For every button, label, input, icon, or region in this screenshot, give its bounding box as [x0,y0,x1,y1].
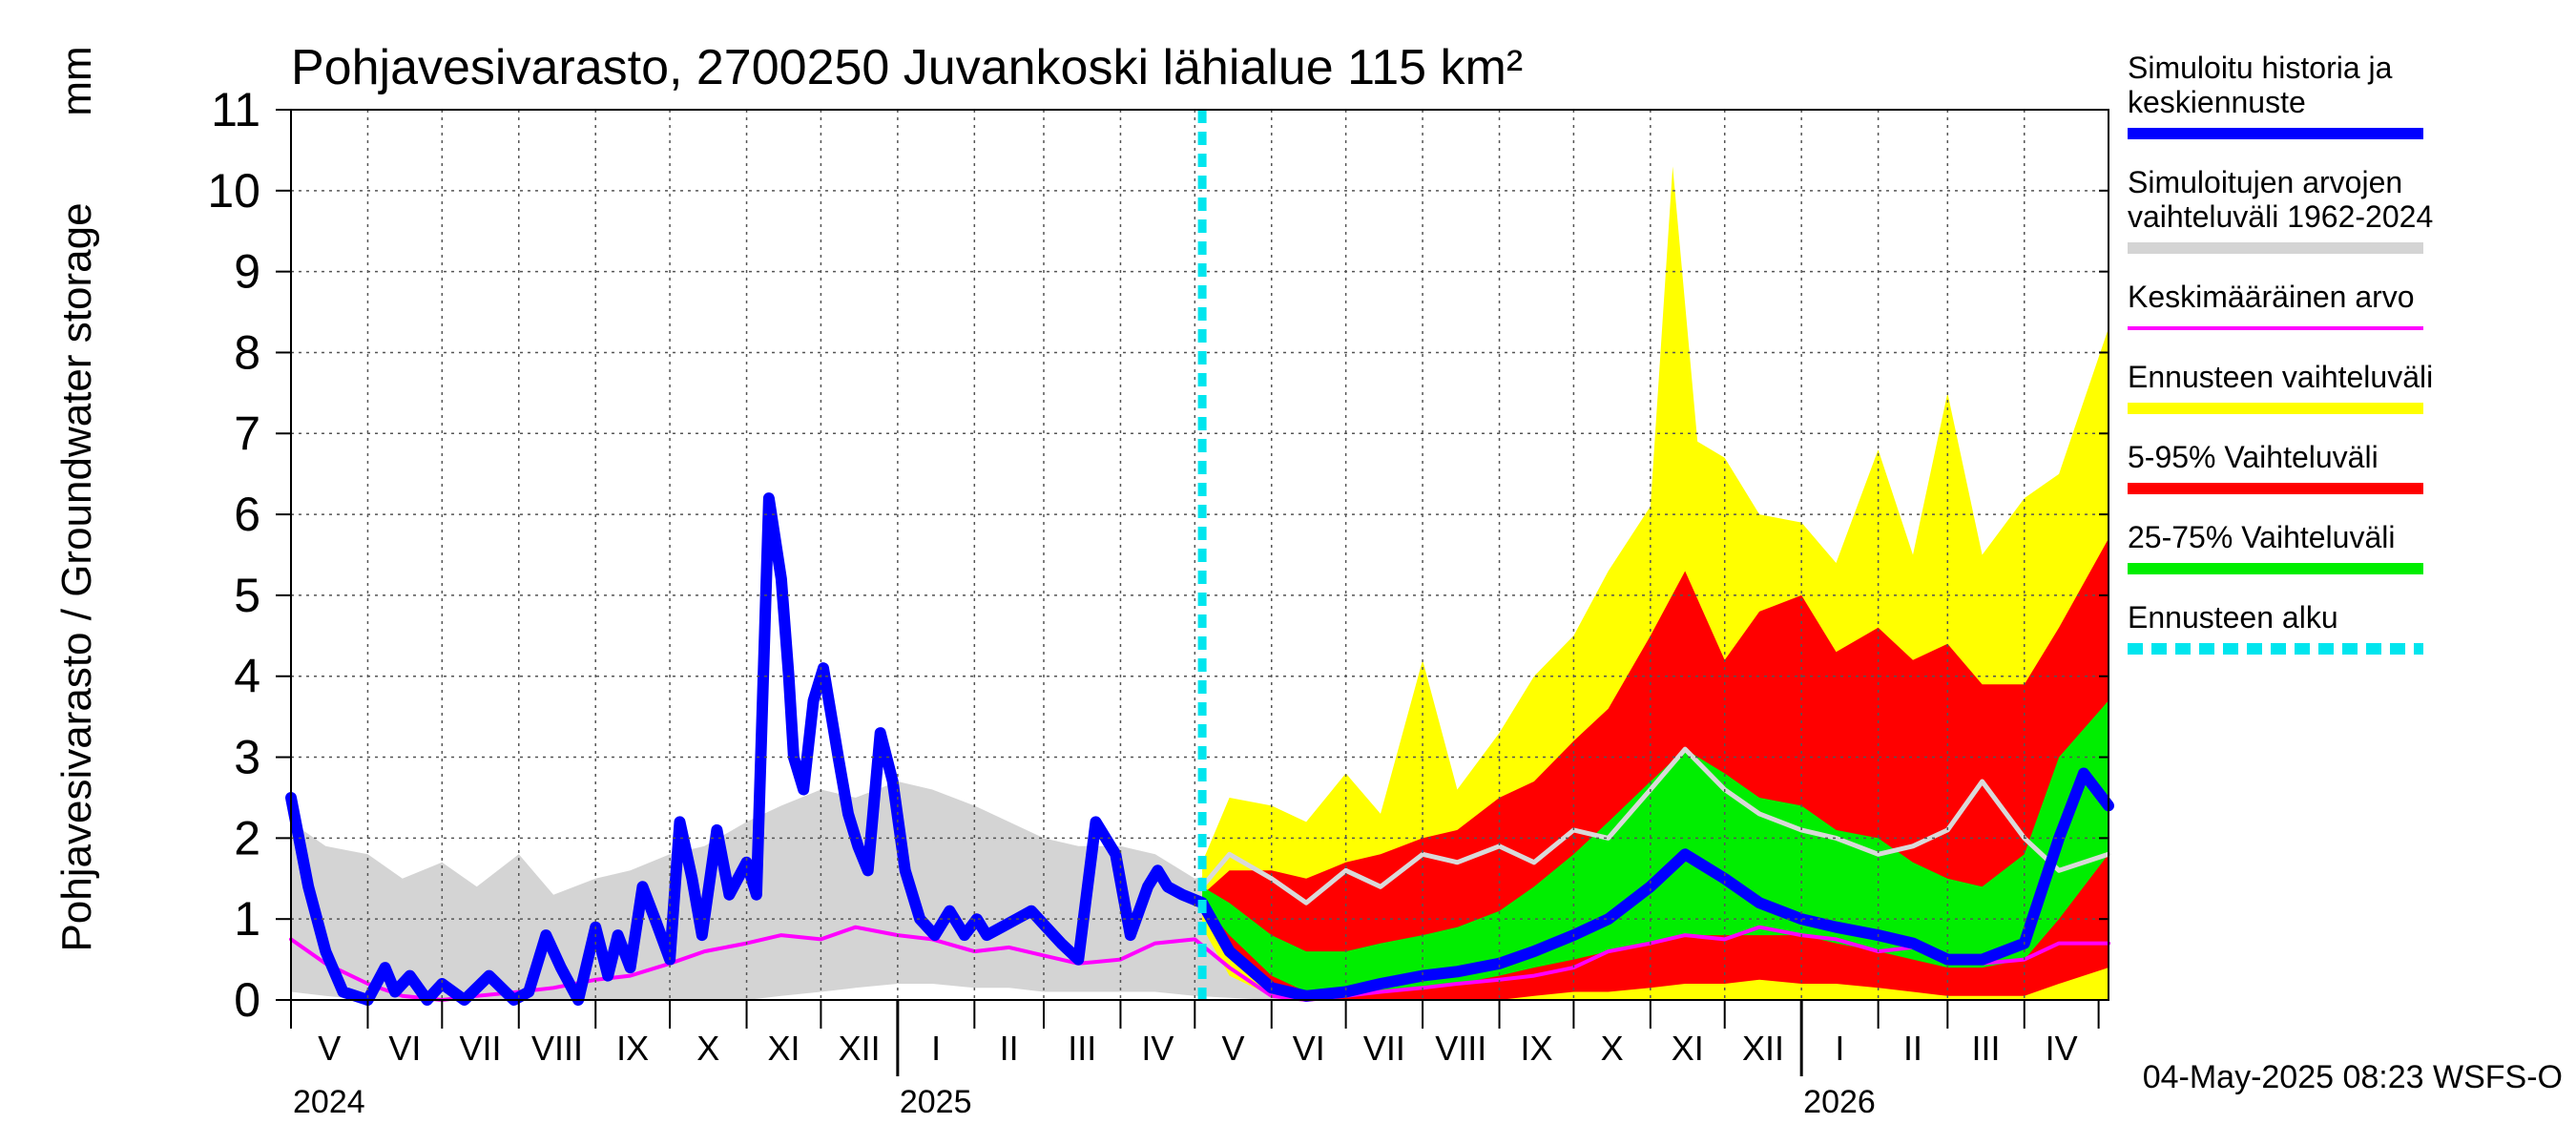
legend-label: vaihteluväli 1962-2024 [2128,199,2433,234]
month-label: VI [388,1029,421,1068]
y-tick-label: 5 [234,569,260,622]
y-tick-label: 7 [234,406,260,460]
month-label: II [1903,1029,1922,1068]
y-tick-label: 8 [234,325,260,379]
simulated-history-line [285,492,2114,1006]
month-label: III [1972,1029,2001,1068]
legend: Simuloitu historia jakeskiennusteSimuloi… [2128,51,2433,655]
band-25-75 [1202,700,2109,992]
month-label: V [1222,1029,1245,1068]
legend-item: Ennusteen alku [2128,600,2423,655]
month-label: I [1835,1029,1844,1068]
legend-label: 25-75% Vaihteluväli [2128,520,2395,554]
month-label: I [931,1029,941,1068]
y-tick-label: 9 [234,245,260,299]
month-label: XI [767,1029,800,1068]
legend-label: Simuloitujen arvojen [2128,165,2402,199]
month-label: VII [460,1029,502,1068]
y-tick-label: 3 [234,731,260,784]
month-label: IV [2046,1029,2078,1068]
legend-item: Keskimääräinen arvo [2128,280,2423,330]
month-label: III [1068,1029,1096,1068]
legend-item: 25-75% Vaihteluväli [2128,520,2423,574]
y-tick-label: 11 [211,83,260,136]
month-label: X [1601,1029,1624,1068]
month-label: XII [1742,1029,1784,1068]
month-label: VIII [531,1029,583,1068]
month-label: VIII [1435,1029,1486,1068]
year-label: 2026 [1803,1084,1876,1120]
legend-label: Ennusteen vaihteluväli [2128,360,2433,394]
year-label: 2025 [900,1084,972,1120]
y-axis-label: Pohjavesivarasto / Groundwater storage [53,202,100,951]
y-tick-label: 2 [234,811,260,864]
timestamp: 04-May-2025 08:23 WSFS-O [2143,1059,2563,1095]
y-axis-unit: mm [53,46,100,115]
month-label: IX [616,1029,649,1068]
y-tick-label: 6 [234,488,260,541]
legend-item: Ennusteen vaihteluväli [2128,360,2433,414]
month-label: II [1000,1029,1019,1068]
month-label: XII [839,1029,881,1068]
y-tick-label: 1 [234,892,260,946]
chart-title: Pohjavesivarasto, 2700250 Juvankoski läh… [291,40,1523,95]
y-tick-label: 0 [234,973,260,1027]
legend-label: Simuloitu historia ja [2128,51,2393,85]
plot-frame [290,109,2109,1001]
month-label: X [696,1029,719,1068]
month-label: IX [1520,1029,1552,1068]
legend-label: 5-95% Vaihteluväli [2128,440,2379,474]
month-label: VI [1293,1029,1325,1068]
month-label: IV [1141,1029,1174,1068]
year-label: 2024 [293,1084,365,1120]
month-label: XI [1672,1029,1704,1068]
y-tick-label: 10 [207,164,260,218]
legend-item: 5-95% Vaihteluväli [2128,440,2423,494]
legend-label: Ennusteen alku [2128,600,2338,635]
legend-label: Keskimääräinen arvo [2128,280,2415,314]
month-label: VII [1363,1029,1405,1068]
month-label: V [318,1029,341,1068]
y-tick-label: 4 [234,650,260,703]
legend-label: keskiennuste [2128,85,2306,119]
